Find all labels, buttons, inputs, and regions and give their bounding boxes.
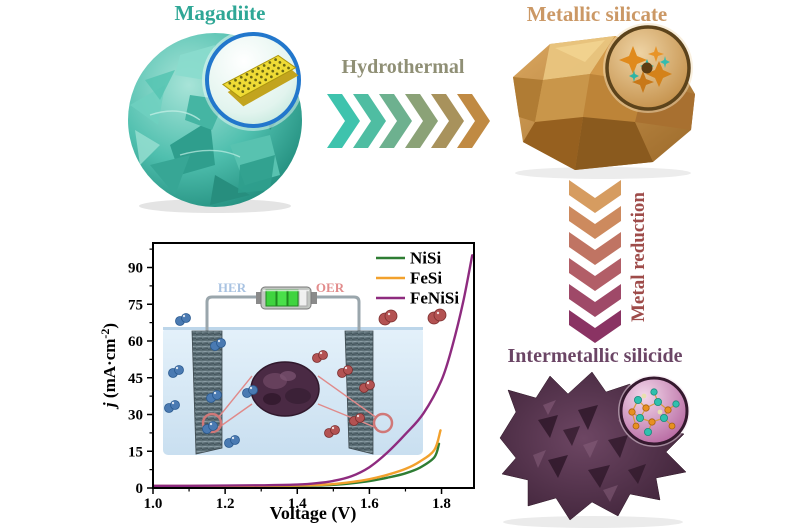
svg-text:FeSi: FeSi bbox=[410, 269, 442, 288]
svg-text:45: 45 bbox=[128, 371, 143, 387]
y-axis-title: j (mA·cm-2) bbox=[98, 323, 119, 410]
svg-text:1.8: 1.8 bbox=[432, 496, 451, 512]
electrolyzer-inset: HER OER bbox=[163, 280, 447, 455]
svg-text:75: 75 bbox=[128, 297, 143, 313]
axis-tick-labels: 1.0 1.2 1.4 1.6 1.8 0 15 30 45 60 75 90 bbox=[128, 261, 451, 513]
metallic-silicate-rock-illustration bbox=[513, 23, 695, 179]
x-axis-title: Voltage (V) bbox=[270, 503, 357, 524]
anode-electrode bbox=[344, 330, 374, 455]
axis-ticks bbox=[147, 248, 443, 494]
hydrothermal-label: Hydrothermal bbox=[341, 56, 465, 78]
svg-text:1.6: 1.6 bbox=[360, 496, 379, 512]
rock-shadow bbox=[515, 167, 691, 179]
svg-text:60: 60 bbox=[128, 334, 143, 350]
magadiite-sphere-illustration bbox=[128, 29, 304, 213]
metal-reduction-arrow bbox=[569, 180, 621, 343]
polarization-chart: HER OER 1.0 1.2 1. bbox=[98, 242, 475, 524]
svg-text:30: 30 bbox=[128, 408, 143, 424]
her-label: HER bbox=[218, 280, 247, 295]
intermetallic-silicide-illustration bbox=[499, 371, 690, 528]
rock-facets bbox=[513, 36, 695, 170]
gas-bubbles bbox=[164, 308, 447, 448]
svg-text:0: 0 bbox=[136, 481, 144, 497]
water-surface bbox=[163, 327, 423, 330]
catalyst-callout bbox=[201, 375, 394, 434]
magadiite-label: Magadiite bbox=[174, 1, 266, 25]
particle-shadow bbox=[503, 516, 683, 528]
crystal-structure-icon bbox=[619, 46, 672, 93]
oer-label: OER bbox=[316, 280, 345, 295]
plot-border bbox=[152, 242, 475, 489]
circuit-wire bbox=[205, 295, 361, 333]
svg-text:15: 15 bbox=[128, 444, 143, 460]
intermetallic-silicide-label: Intermetallic silicide bbox=[507, 345, 683, 367]
atomic-network-icon bbox=[628, 388, 680, 437]
layered-sheet-icon bbox=[221, 54, 299, 107]
metal-reduction-label: Metal reduction bbox=[628, 192, 649, 322]
svg-text:FeNiSi: FeNiSi bbox=[410, 289, 459, 308]
metallic-silicate-label: Metallic silicate bbox=[526, 2, 668, 26]
hydrothermal-arrow bbox=[327, 94, 490, 148]
svg-text:NiSi: NiSi bbox=[410, 249, 441, 268]
svg-text:90: 90 bbox=[128, 261, 143, 277]
svg-text:1.4: 1.4 bbox=[288, 496, 307, 512]
svg-text:1.2: 1.2 bbox=[216, 496, 235, 512]
catalyst-sample bbox=[250, 361, 320, 417]
battery-icon bbox=[256, 286, 317, 310]
svg-text:1.0: 1.0 bbox=[144, 496, 163, 512]
chart-curves bbox=[153, 254, 474, 488]
